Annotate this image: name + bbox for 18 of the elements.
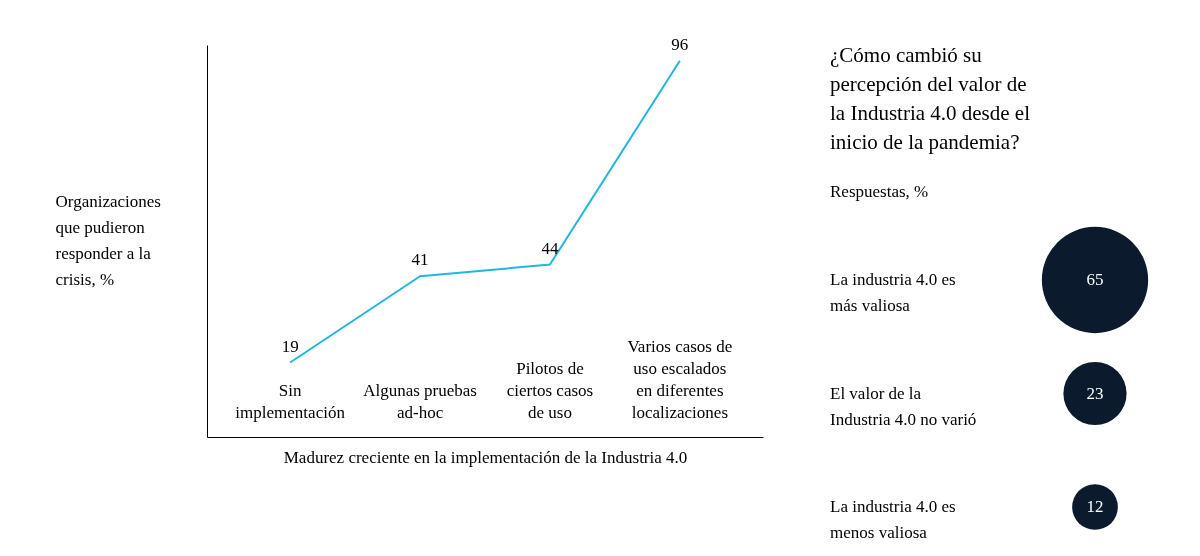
text: Respuestas, % — [830, 182, 929, 201]
category-label: El valor de la Industria 4.0 no varió — [830, 383, 977, 429]
y-axis-title: Organizaciones que pudieron responder a la crisis, % — [55, 191, 161, 289]
data-label: 96 — [671, 34, 689, 54]
data-label: 65 — [1086, 270, 1104, 289]
category-label: La industria 4.0 es menos valiosa — [830, 497, 956, 542]
data-label: 41 — [411, 250, 429, 270]
data-label: 23 — [1086, 383, 1104, 403]
data-label: 44 — [541, 238, 559, 258]
x-tick-label: Sin implementación — [235, 381, 346, 422]
x-tick-label: Varios casos de uso escalados en diferentes localizaciones — [627, 337, 733, 422]
category-label: La industria 4.0 es más valiosa — [830, 270, 956, 315]
text: ¿Cómo cambió su percepción del valor de la Industria 4.0 desde el inicio de la pandemia? — [830, 43, 1031, 154]
data-label: 19 — [281, 336, 299, 356]
x-tick-label: Pilotos de ciertos casos de uso — [506, 359, 594, 422]
data-label: 12 — [1086, 497, 1104, 516]
x-tick-label: Algunas pruebas ad-hoc — [363, 381, 477, 422]
x-axis-title: Madurez creciente en la implementación de la Industria 4.0 — [283, 447, 688, 467]
